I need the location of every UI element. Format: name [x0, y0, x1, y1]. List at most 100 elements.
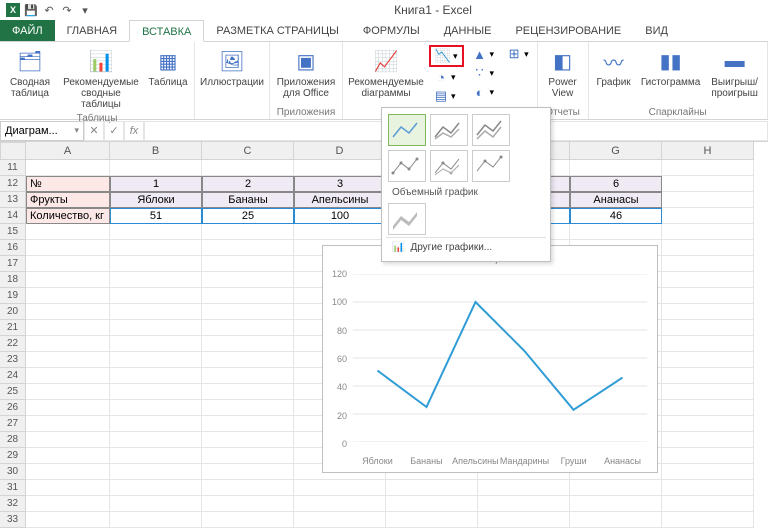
cell-C33[interactable] [202, 512, 294, 528]
cell-A28[interactable] [26, 432, 110, 448]
cell-H29[interactable] [662, 448, 754, 464]
table-button[interactable]: ▦ Таблица [146, 45, 190, 90]
cancel-icon[interactable]: ✕ [84, 121, 104, 141]
pie-chart-button[interactable]: ◔▾ [429, 68, 464, 86]
spark-winloss-button[interactable]: ▬ Выигрыш/ проигрыш [707, 45, 763, 101]
cell-H30[interactable] [662, 464, 754, 480]
cell-D15[interactable] [294, 224, 386, 240]
cell-A13[interactable]: Фрукты [26, 192, 110, 208]
cell-H33[interactable] [662, 512, 754, 528]
cell-A18[interactable] [26, 272, 110, 288]
spark-column-button[interactable]: ▮▮ Гистограмма [639, 45, 703, 90]
col-header-G[interactable]: G [570, 142, 662, 160]
cell-H27[interactable] [662, 416, 754, 432]
cell-H24[interactable] [662, 368, 754, 384]
3d-line-option[interactable] [388, 203, 426, 235]
cell-B21[interactable] [110, 320, 202, 336]
cell-F31[interactable] [478, 480, 570, 496]
save-icon[interactable]: 💾 [24, 3, 38, 17]
cell-H31[interactable] [662, 480, 754, 496]
col-header-D[interactable]: D [294, 142, 386, 160]
cell-A21[interactable] [26, 320, 110, 336]
cell-B31[interactable] [110, 480, 202, 496]
undo-icon[interactable]: ↶ [42, 3, 56, 17]
cell-B33[interactable] [110, 512, 202, 528]
row-header-14[interactable]: 14 [0, 208, 26, 224]
cell-A20[interactable] [26, 304, 110, 320]
cell-H21[interactable] [662, 320, 754, 336]
recommended-charts-button[interactable]: 📈 Рекомендуемые diаграммы [347, 45, 425, 101]
cell-H12[interactable] [662, 176, 754, 192]
row-header-16[interactable]: 16 [0, 240, 26, 256]
cell-A27[interactable] [26, 416, 110, 432]
tab-review[interactable]: РЕЦЕНЗИРОВАНИЕ [503, 20, 633, 41]
cell-A32[interactable] [26, 496, 110, 512]
cell-H16[interactable] [662, 240, 754, 256]
cell-G15[interactable] [570, 224, 662, 240]
cell-A19[interactable] [26, 288, 110, 304]
cell-C24[interactable] [202, 368, 294, 384]
bar-chart-button[interactable]: ▤▾ [429, 87, 464, 105]
illustrations-button[interactable]: 🖼 Иллюстрации [199, 45, 265, 90]
tab-view[interactable]: ВИД [633, 20, 680, 41]
row-header-25[interactable]: 25 [0, 384, 26, 400]
cell-B19[interactable] [110, 288, 202, 304]
cell-B27[interactable] [110, 416, 202, 432]
cell-H22[interactable] [662, 336, 754, 352]
tab-file[interactable]: ФАЙЛ [0, 20, 55, 41]
cell-B15[interactable] [110, 224, 202, 240]
row-header-32[interactable]: 32 [0, 496, 26, 512]
row-header-22[interactable]: 22 [0, 336, 26, 352]
cell-D11[interactable] [294, 160, 386, 176]
cell-H26[interactable] [662, 400, 754, 416]
scatter-chart-button[interactable]: ∵▾ [468, 64, 499, 82]
col-header-H[interactable]: H [662, 142, 754, 160]
cell-A11[interactable] [26, 160, 110, 176]
cell-A26[interactable] [26, 400, 110, 416]
tab-home[interactable]: ГЛАВНАЯ [55, 20, 129, 41]
embedded-chart[interactable]: ство, кг 020406080100120 ЯблокиБананыАпе… [322, 245, 658, 473]
cell-G33[interactable] [570, 512, 662, 528]
cell-D14[interactable]: 100 [294, 208, 386, 224]
more-charts-button[interactable]: 📊 Другие графики... [386, 237, 546, 257]
row-header-24[interactable]: 24 [0, 368, 26, 384]
cell-C27[interactable] [202, 416, 294, 432]
cell-A25[interactable] [26, 384, 110, 400]
enter-icon[interactable]: ✓ [104, 121, 124, 141]
col-header-C[interactable]: C [202, 142, 294, 160]
tab-data[interactable]: ДАННЫЕ [432, 20, 504, 41]
cell-G31[interactable] [570, 480, 662, 496]
row-header-23[interactable]: 23 [0, 352, 26, 368]
row-header-28[interactable]: 28 [0, 432, 26, 448]
col-header-B[interactable]: B [110, 142, 202, 160]
line-chart-option-3[interactable] [472, 114, 510, 146]
row-header-12[interactable]: 12 [0, 176, 26, 192]
select-all-corner[interactable] [0, 142, 26, 160]
cell-B28[interactable] [110, 432, 202, 448]
cell-A16[interactable] [26, 240, 110, 256]
cell-H13[interactable] [662, 192, 754, 208]
cell-A24[interactable] [26, 368, 110, 384]
cell-D33[interactable] [294, 512, 386, 528]
cell-C29[interactable] [202, 448, 294, 464]
row-header-31[interactable]: 31 [0, 480, 26, 496]
cell-C17[interactable] [202, 256, 294, 272]
line-markers-option-2[interactable] [430, 150, 468, 182]
cell-H19[interactable] [662, 288, 754, 304]
line-chart-option-1[interactable] [388, 114, 426, 146]
tab-formulas[interactable]: ФОРМУЛЫ [351, 20, 432, 41]
row-header-13[interactable]: 13 [0, 192, 26, 208]
line-chart-option-2[interactable] [430, 114, 468, 146]
cell-C14[interactable]: 25 [202, 208, 294, 224]
fx-icon[interactable]: fx [124, 121, 144, 141]
tab-layout[interactable]: РАЗМЕТКА СТРАНИЦЫ [204, 20, 350, 41]
cell-C13[interactable]: Бананы [202, 192, 294, 208]
cell-A17[interactable] [26, 256, 110, 272]
row-header-18[interactable]: 18 [0, 272, 26, 288]
row-header-27[interactable]: 27 [0, 416, 26, 432]
cell-A15[interactable] [26, 224, 110, 240]
cell-F32[interactable] [478, 496, 570, 512]
cell-G11[interactable] [570, 160, 662, 176]
extra-chart-button[interactable]: ⊞▾ [502, 45, 533, 63]
row-header-21[interactable]: 21 [0, 320, 26, 336]
